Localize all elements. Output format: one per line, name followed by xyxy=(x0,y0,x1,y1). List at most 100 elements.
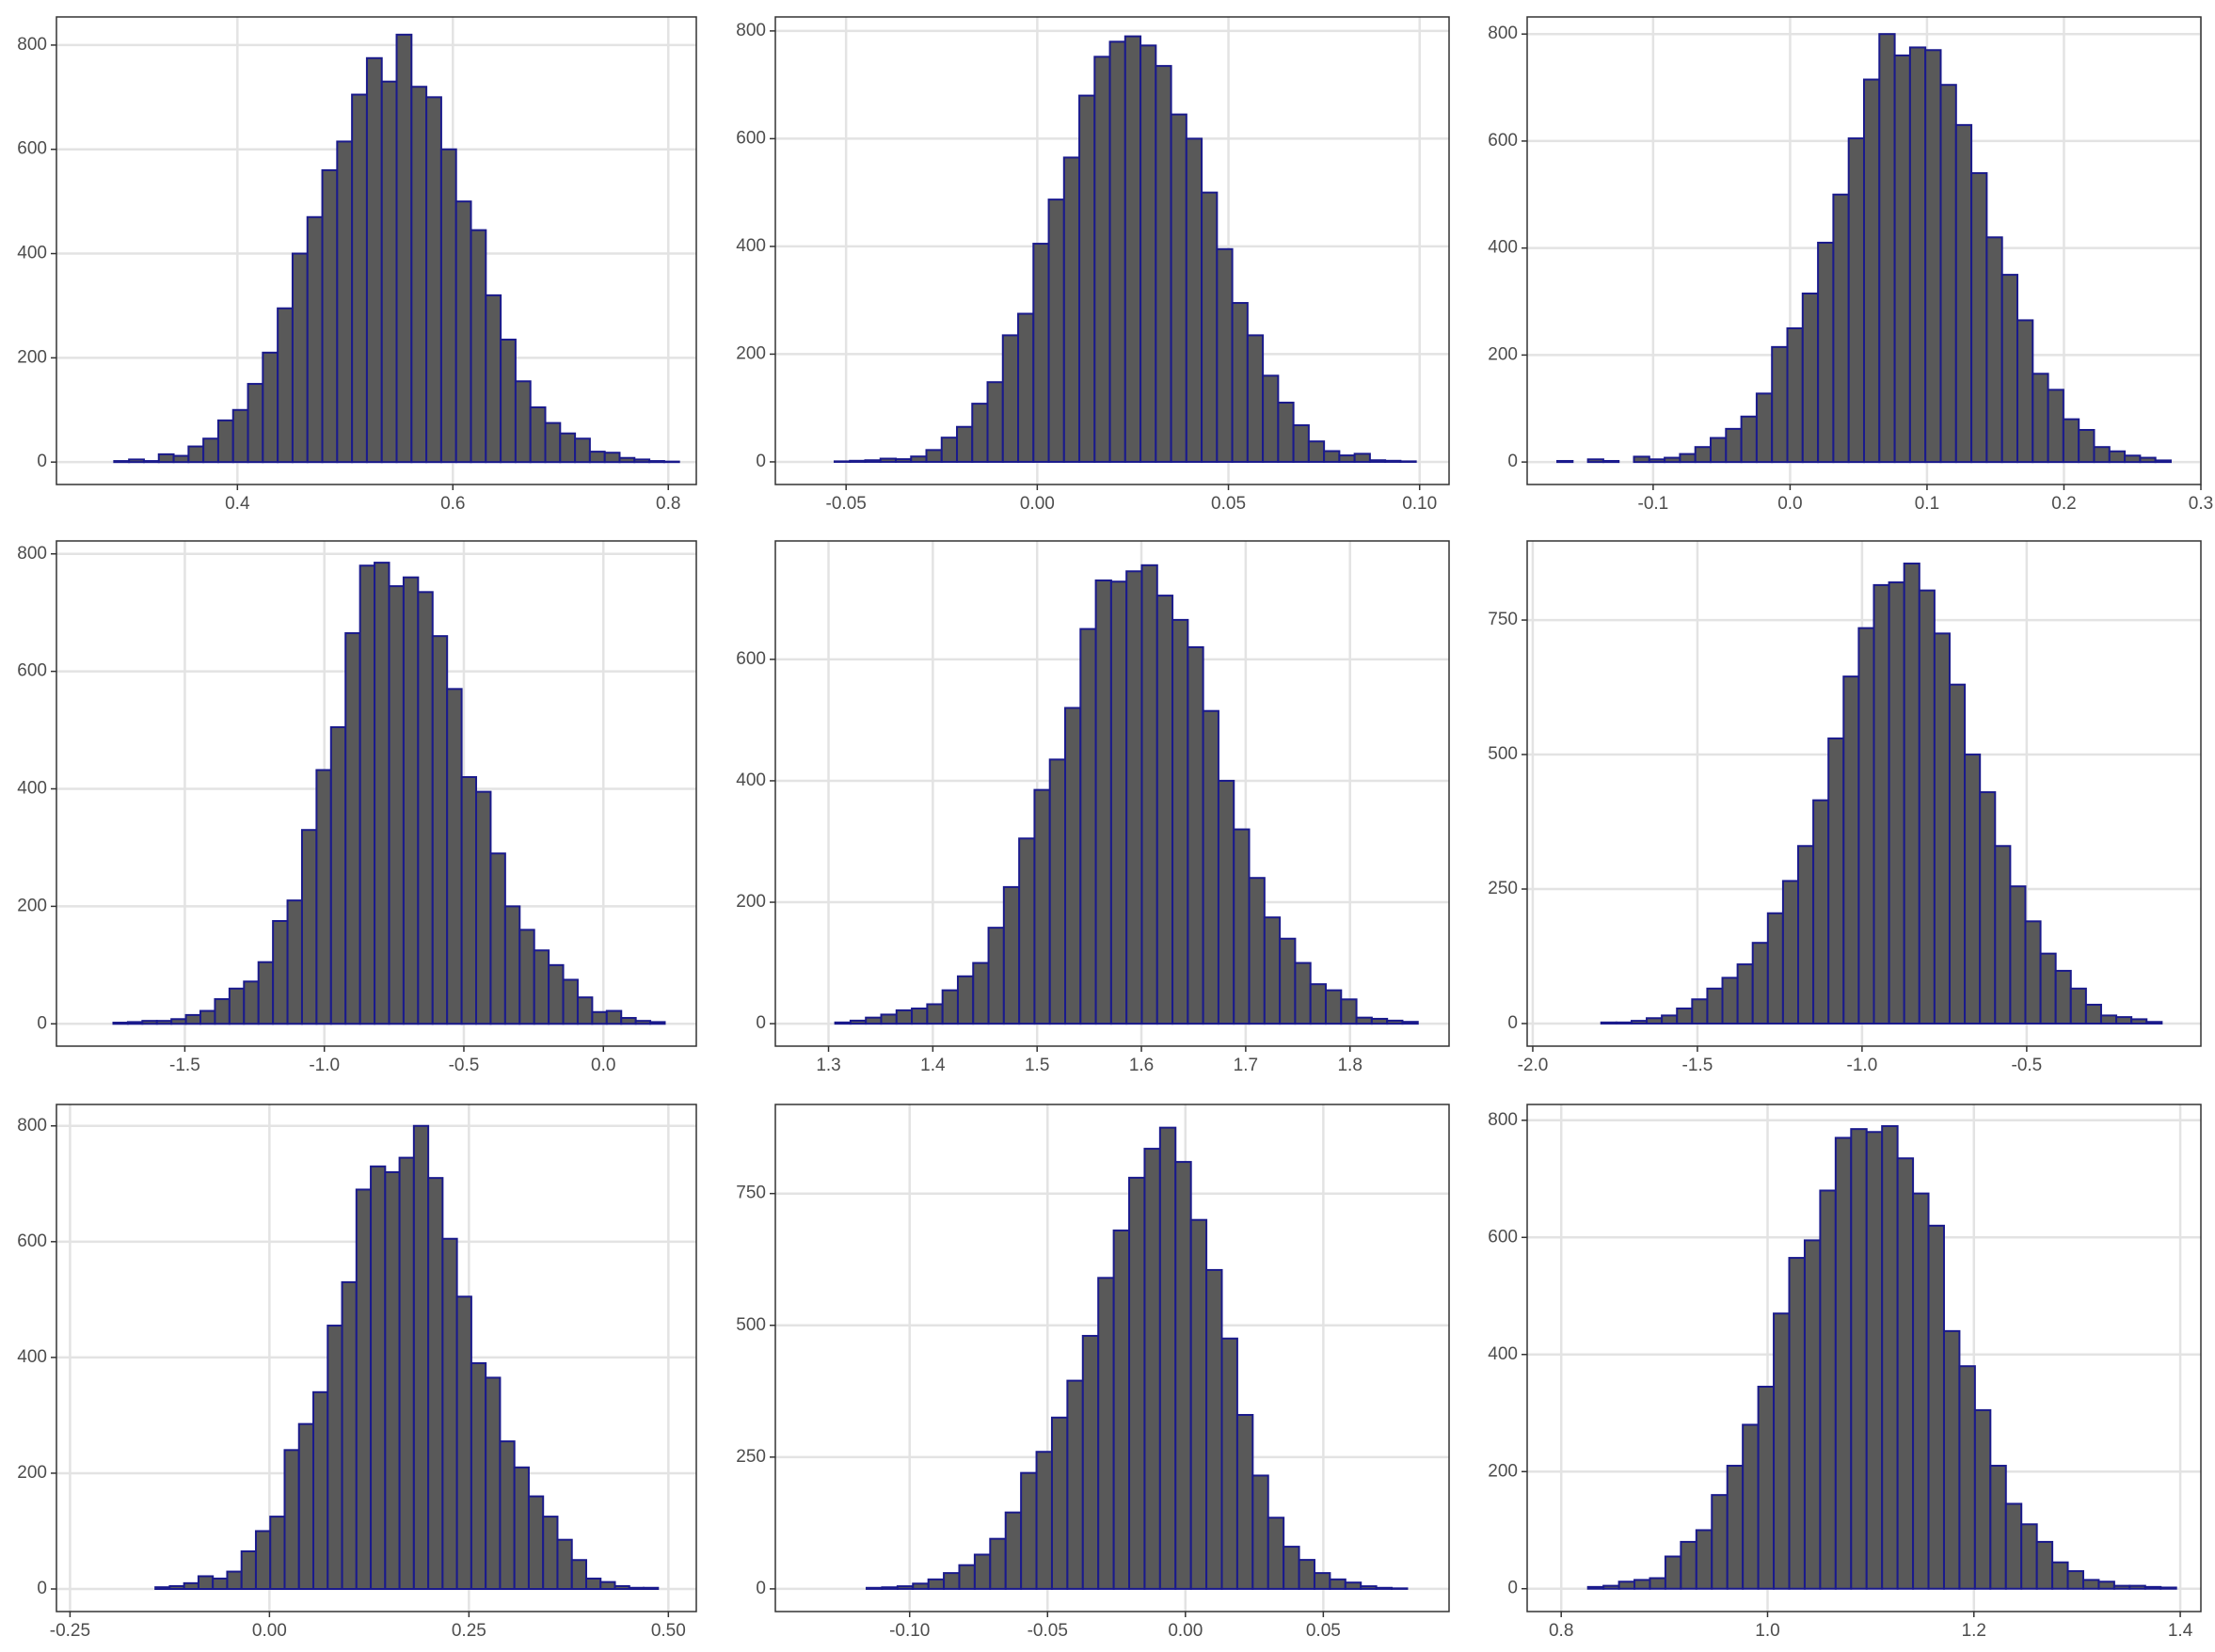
bar xyxy=(1881,1125,1899,1590)
bar xyxy=(1093,56,1111,463)
bar xyxy=(628,1586,645,1591)
bar xyxy=(1097,1277,1115,1590)
x-tick-label: 0.05 xyxy=(1306,1621,1341,1641)
bar xyxy=(1801,292,1820,464)
bar xyxy=(2051,1561,2069,1590)
bar xyxy=(1263,916,1282,1025)
bar xyxy=(417,591,434,1025)
bar xyxy=(1313,1572,1331,1590)
bar xyxy=(1018,837,1036,1025)
bar xyxy=(605,1009,623,1025)
x-tick-label: 0.05 xyxy=(1211,494,1246,514)
x-tick-label: 0.50 xyxy=(651,1621,686,1641)
bar xyxy=(1908,46,1927,464)
panel-border xyxy=(56,1104,697,1612)
y-tick-label: 600 xyxy=(17,139,47,159)
bar xyxy=(2024,920,2042,1025)
bar xyxy=(427,1177,444,1591)
bar xyxy=(618,456,636,464)
panel-border xyxy=(1526,1104,2202,1612)
bar xyxy=(864,459,882,463)
bar xyxy=(834,1021,852,1025)
bar xyxy=(2115,1016,2133,1025)
bar xyxy=(881,1586,899,1590)
bar xyxy=(306,215,324,464)
bar xyxy=(1201,191,1219,463)
y-tick-label: 0 xyxy=(756,452,766,471)
bar xyxy=(380,80,398,464)
bar xyxy=(1989,1465,2007,1590)
bar xyxy=(1187,645,1204,1025)
y-tick-label: 200 xyxy=(17,896,47,915)
bar xyxy=(1676,1007,1694,1025)
bar xyxy=(1817,241,1835,464)
bar xyxy=(1706,987,1724,1025)
bar xyxy=(1958,1365,1976,1590)
bar xyxy=(584,1577,602,1591)
bar xyxy=(2082,1579,2100,1590)
bar xyxy=(1355,1016,1373,1025)
bar xyxy=(912,1582,930,1590)
bar xyxy=(272,919,289,1025)
bar xyxy=(112,1022,129,1025)
y-tick-label: 0 xyxy=(37,1013,47,1033)
bar xyxy=(1954,123,1973,464)
bar xyxy=(591,1010,608,1025)
bar xyxy=(228,987,246,1025)
bar xyxy=(1246,334,1265,463)
y-tick-label: 750 xyxy=(1488,610,1518,629)
x-tick-label: 0.00 xyxy=(252,1621,287,1641)
bar xyxy=(168,1584,185,1591)
bar xyxy=(1680,1540,1697,1590)
y-tick-label: 800 xyxy=(17,1116,47,1136)
x-tick-label: 0.0 xyxy=(591,1056,615,1075)
bar xyxy=(2112,1584,2131,1590)
bar xyxy=(441,1237,458,1591)
bar xyxy=(941,989,959,1025)
bar xyxy=(1344,1581,1362,1590)
bar xyxy=(943,1572,961,1590)
bar xyxy=(1185,137,1203,463)
bar xyxy=(1032,243,1050,463)
bar xyxy=(262,351,279,464)
y-tick-label: 400 xyxy=(17,1347,47,1367)
bar xyxy=(2047,389,2064,464)
bar xyxy=(1788,1257,1806,1590)
bar xyxy=(470,229,487,464)
bar xyxy=(1985,236,2003,464)
bar xyxy=(1797,845,1815,1025)
bar xyxy=(2039,952,2057,1025)
bar xyxy=(1235,1414,1254,1590)
bar xyxy=(2124,454,2142,464)
bar xyxy=(184,1013,202,1025)
bar xyxy=(1679,453,1697,464)
bar xyxy=(559,432,577,464)
bar xyxy=(1755,392,1774,464)
bar xyxy=(1128,1176,1146,1590)
bar xyxy=(157,453,175,464)
bar xyxy=(344,632,361,1025)
bar xyxy=(527,1495,545,1591)
bar xyxy=(128,458,145,464)
y-tick-label: 800 xyxy=(17,35,47,55)
x-tick-label: 1.4 xyxy=(920,1056,946,1075)
bar xyxy=(1081,1334,1100,1590)
x-tick-label: 1.7 xyxy=(1234,1056,1258,1075)
bar xyxy=(895,1009,914,1025)
bar xyxy=(503,905,521,1025)
bar xyxy=(2069,987,2087,1025)
y-tick-label: 500 xyxy=(736,1315,766,1335)
bar xyxy=(226,1570,243,1591)
bar xyxy=(2159,1586,2177,1590)
bar xyxy=(1294,961,1312,1025)
bar xyxy=(485,1376,502,1591)
bar xyxy=(542,1516,559,1591)
bar xyxy=(648,460,665,464)
bar xyxy=(355,1188,373,1591)
bar xyxy=(1633,455,1650,464)
bar xyxy=(247,383,264,464)
panel-border xyxy=(56,540,697,1047)
bar xyxy=(1630,1020,1649,1025)
bar xyxy=(446,688,463,1025)
bar xyxy=(257,961,275,1025)
